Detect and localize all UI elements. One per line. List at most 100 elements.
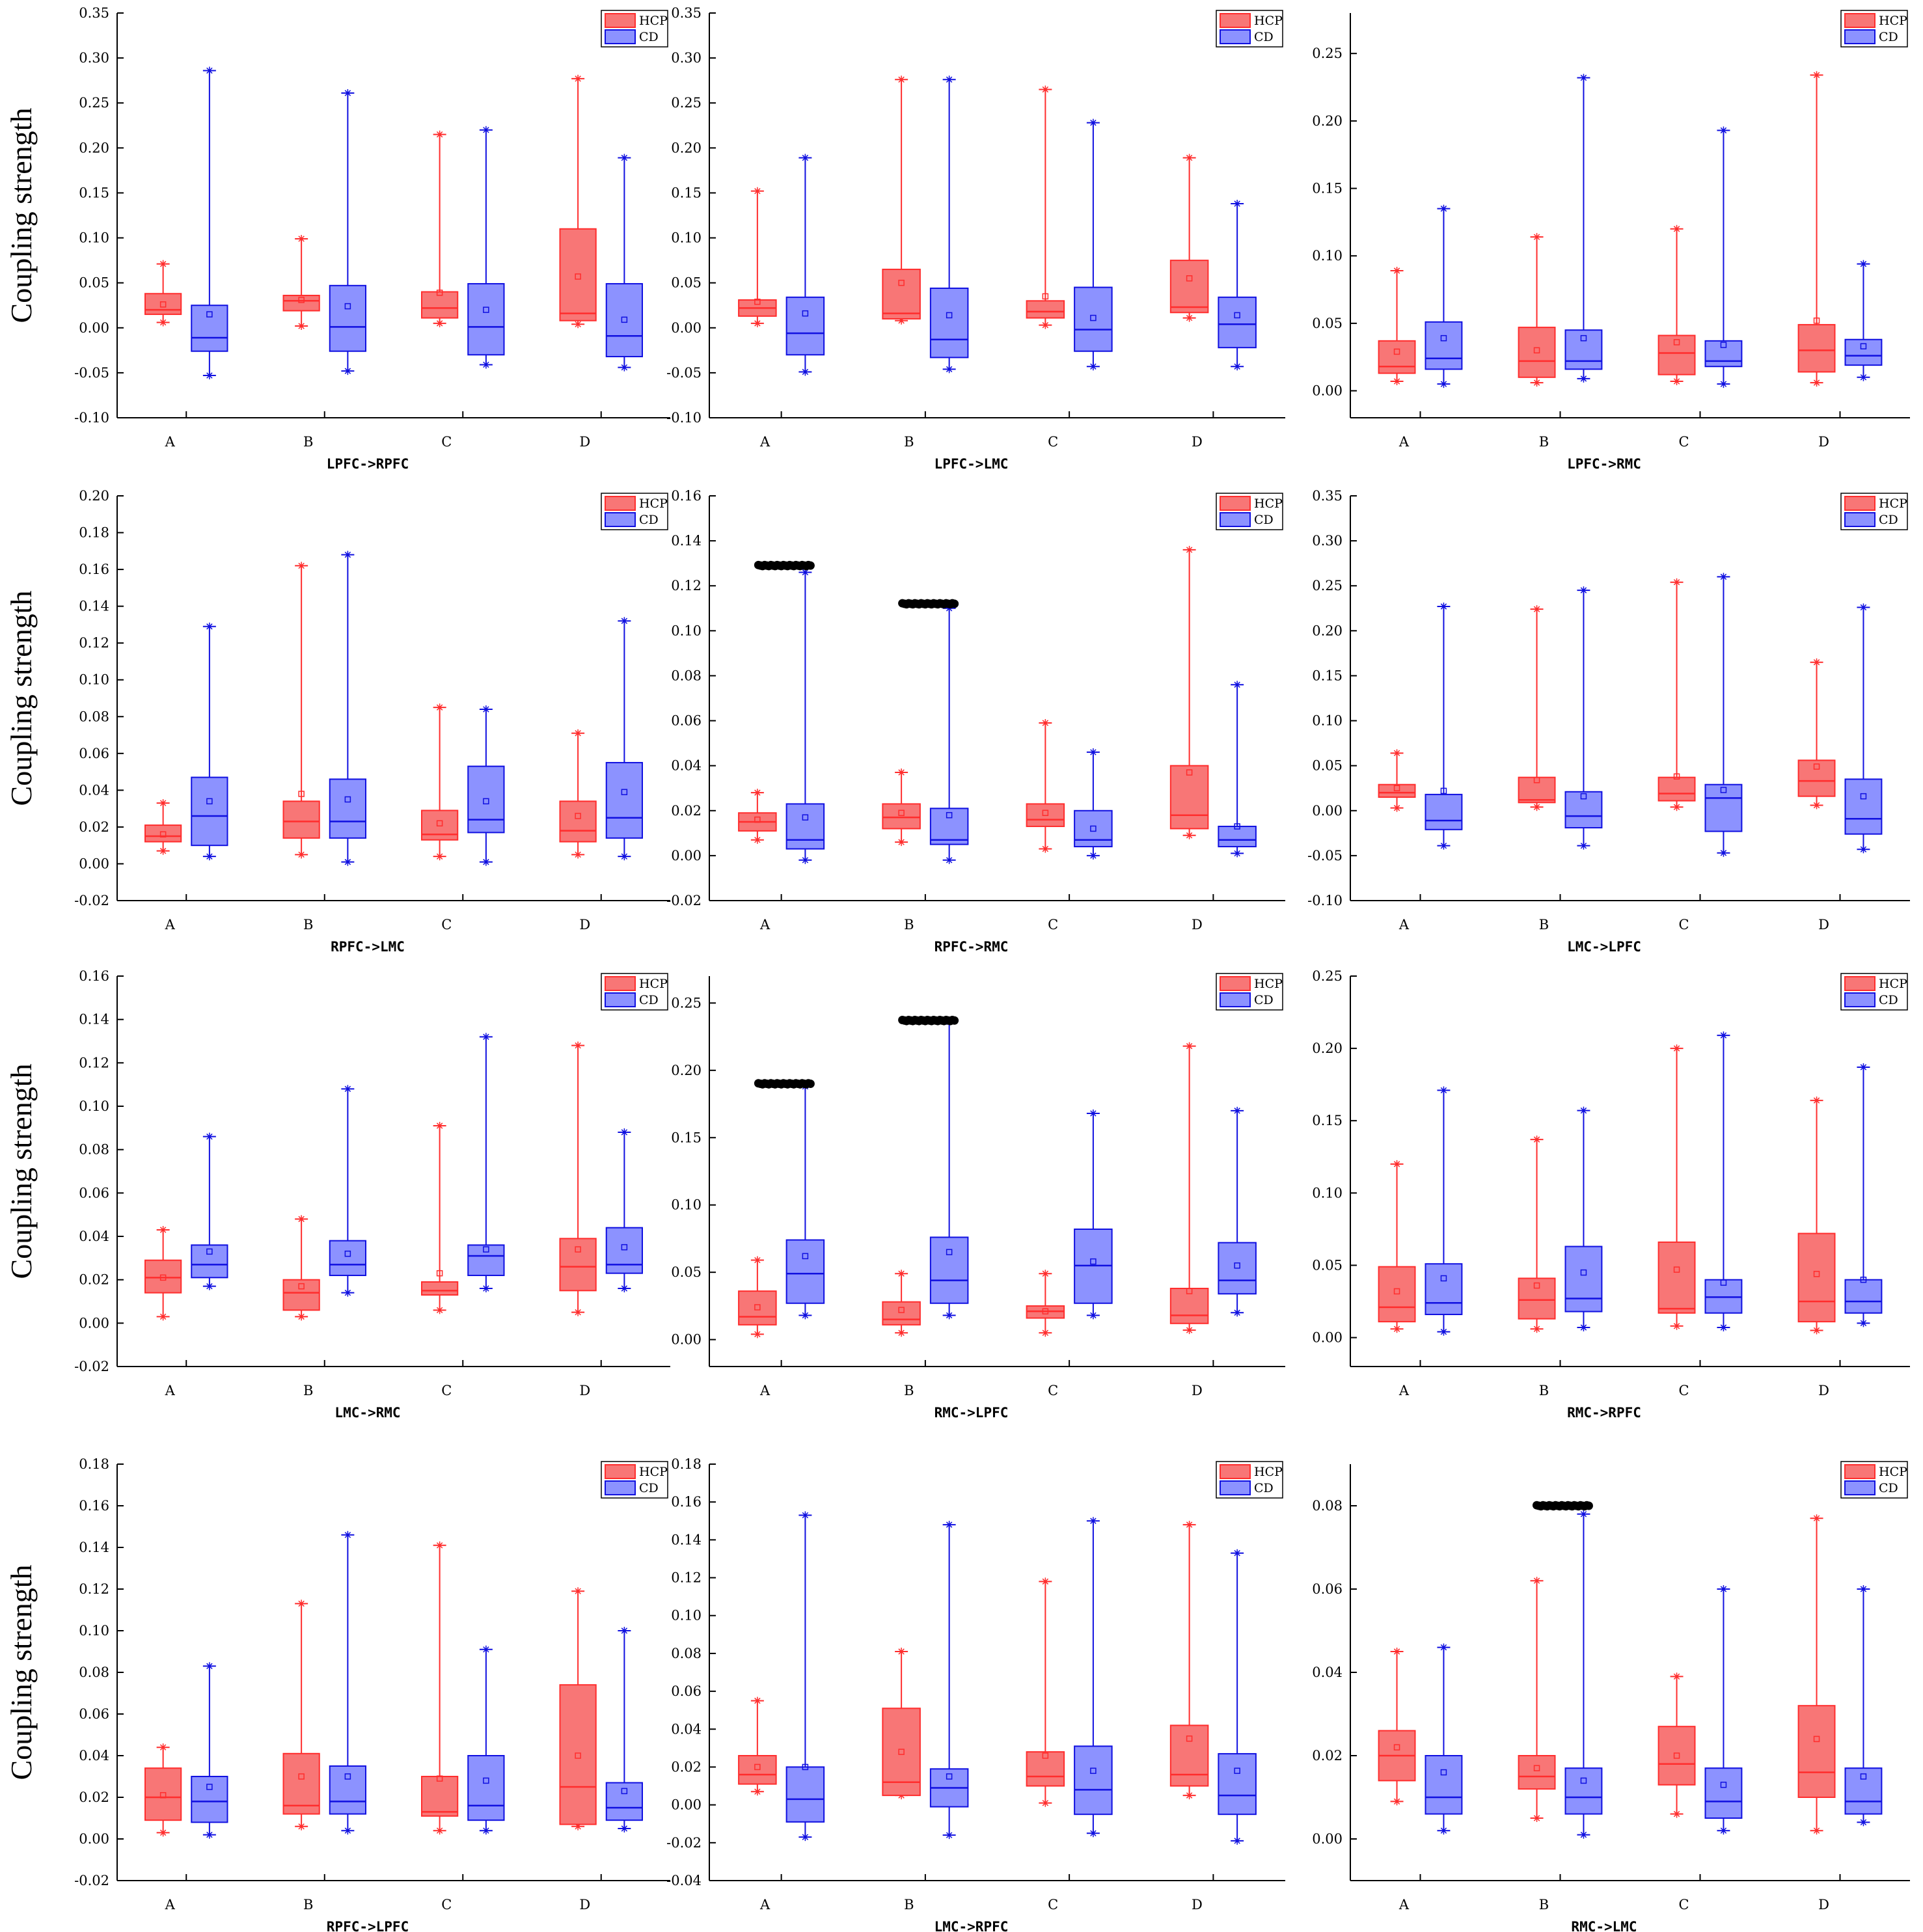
category-label: D <box>579 434 590 450</box>
max-marker <box>297 562 306 570</box>
min-marker <box>159 847 167 855</box>
y-tick-label: 0.02 <box>671 1759 702 1775</box>
mean-marker <box>1720 1782 1727 1788</box>
x-axis-title: RPFC->RMC <box>934 939 1009 955</box>
mean-marker <box>1860 343 1867 349</box>
y-tick-label: 0.05 <box>1312 1257 1343 1273</box>
hcp-box-b <box>282 562 320 859</box>
max-marker <box>1859 260 1868 268</box>
y-tick-label: 0.15 <box>671 185 702 200</box>
mean-marker <box>754 1304 761 1311</box>
min-marker <box>897 838 906 847</box>
category-label: A <box>165 917 176 932</box>
iqr-box <box>882 1301 921 1326</box>
min-marker <box>1439 380 1448 388</box>
legend-hcp-label: HCP <box>1254 1465 1283 1479</box>
panel-rpfc-to-rmc: -0.02 0.00 0.02 0.04 0.06 0.08 0.10 0.12 0.14 0.1… <box>666 488 1285 955</box>
cd-box-a <box>785 568 825 864</box>
min-marker <box>1089 851 1097 860</box>
iqr-box <box>421 1776 459 1817</box>
iqr-box <box>1518 776 1556 804</box>
min-marker <box>1089 1829 1097 1838</box>
min-marker <box>1533 1814 1541 1822</box>
max-marker <box>801 568 810 577</box>
y-tick-label: 0.16 <box>79 1498 109 1514</box>
max-marker <box>753 789 761 797</box>
hcp-box-b <box>1518 233 1556 387</box>
legend-cd-label: CD <box>639 1481 659 1495</box>
y-tick-label: 0.16 <box>671 1494 702 1510</box>
cd-box-b <box>1564 74 1603 383</box>
legend-hcp-swatch <box>1220 496 1251 511</box>
mean-marker <box>1440 1275 1447 1282</box>
mean-marker <box>1720 787 1727 793</box>
min-marker <box>801 1311 810 1320</box>
iqr-box <box>1378 1266 1416 1323</box>
hcp-box-d <box>559 74 597 329</box>
cd-box-a <box>191 1662 228 1839</box>
category-label: B <box>303 1897 313 1912</box>
cd-box-d <box>605 1128 643 1292</box>
y-tick-label: -0.02 <box>74 1359 109 1374</box>
max-marker <box>1185 154 1193 162</box>
max-marker <box>297 1599 306 1608</box>
category-label: C <box>1678 917 1689 932</box>
hcp-box-c <box>1026 719 1065 853</box>
max-marker <box>1719 573 1728 581</box>
min-marker <box>1533 1325 1541 1333</box>
max-marker <box>1859 1063 1868 1071</box>
iqr-box <box>1564 1767 1603 1815</box>
outlier-cluster <box>898 1015 959 1026</box>
category-label: D <box>1818 1383 1829 1398</box>
legend-hcp-label: HCP <box>1254 977 1283 991</box>
min-marker <box>297 1313 306 1321</box>
legend-cd-swatch <box>1844 29 1875 44</box>
max-marker <box>1089 1109 1097 1118</box>
max-marker <box>1579 586 1588 595</box>
iqr-box <box>1657 1241 1696 1314</box>
iqr-box <box>282 1752 320 1815</box>
cd-box-c <box>1074 1517 1113 1838</box>
iqr-box <box>1518 1277 1556 1320</box>
category-label: B <box>1539 1897 1549 1912</box>
cd-box-b <box>929 1521 969 1840</box>
max-marker <box>574 1041 582 1050</box>
max-marker <box>1859 1585 1868 1593</box>
mean-marker <box>206 1248 213 1255</box>
min-marker <box>574 320 582 329</box>
legend-hcp-label: HCP <box>1879 497 1907 511</box>
min-marker <box>574 1822 582 1830</box>
max-marker <box>620 617 629 625</box>
y-tick-label: -0.10 <box>74 410 109 426</box>
max-marker <box>753 187 761 195</box>
cd-box-b <box>1564 1106 1603 1331</box>
min-marker <box>1579 1830 1588 1839</box>
iqr-box <box>421 1281 459 1296</box>
max-marker <box>435 703 444 712</box>
min-marker <box>1719 380 1728 388</box>
cd-box-a <box>1425 603 1463 850</box>
cd-box-c <box>1704 1585 1743 1835</box>
outlier-cluster <box>754 1079 815 1089</box>
min-marker <box>205 1830 213 1839</box>
max-marker <box>1719 126 1728 135</box>
y-tick-label: -0.10 <box>1307 893 1343 908</box>
iqr-box <box>605 1227 643 1274</box>
legend: HCP CD <box>1216 493 1283 530</box>
max-marker <box>205 622 213 631</box>
min-marker <box>159 1829 167 1837</box>
category-label: A <box>165 1897 176 1912</box>
hcp-box-a <box>738 187 777 327</box>
min-marker <box>482 858 490 866</box>
legend-cd-swatch <box>1220 992 1251 1007</box>
legend: HCP CD <box>1216 973 1283 1011</box>
legend-hcp-label: HCP <box>1879 977 1907 991</box>
y-tick-label: 0.20 <box>1312 623 1343 638</box>
category-label: B <box>303 434 313 450</box>
iqr-box <box>738 1290 777 1326</box>
mean-marker <box>1440 787 1447 795</box>
mean-marker <box>159 1792 167 1799</box>
cd-box-d <box>1844 1063 1883 1327</box>
panel-rmc-to-rpfc: 0.000.050.100.150.200.25A B C DHCPCDRMC->RP… <box>1312 968 1910 1421</box>
hcp-box-c <box>1026 1270 1065 1337</box>
